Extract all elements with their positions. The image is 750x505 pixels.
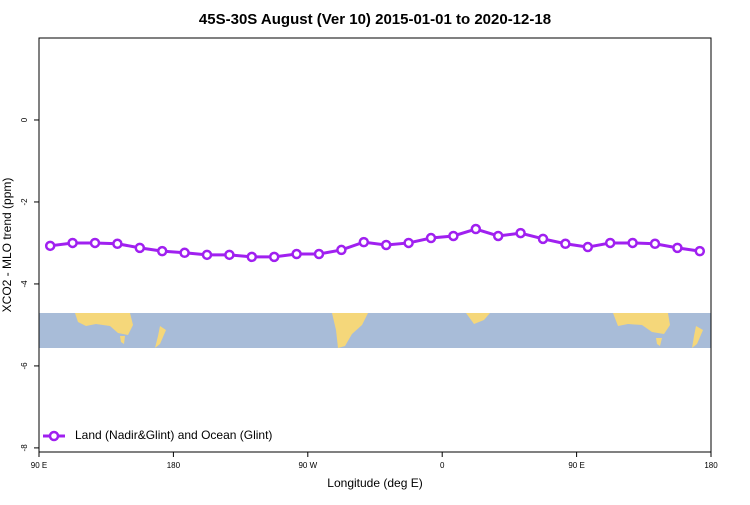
y-tick-label: -6 [20,362,29,370]
data-point [224,249,235,261]
y-axis-label: XCO2 - MLO trend (ppm) [0,178,14,313]
data-point [44,240,56,252]
plot-frame [38,37,712,453]
data-point [313,248,325,260]
data-point [694,245,706,257]
data-point [403,237,414,249]
data-point [515,227,526,239]
data-point [582,241,594,253]
data-point [604,237,616,249]
data-point [672,242,683,254]
data-point [492,230,504,242]
data-point [470,223,482,235]
y-tick-label: -8 [20,444,29,452]
data-point [336,244,347,256]
data-point [627,237,638,249]
data-point [89,237,101,249]
data-point [291,248,302,260]
chart-title: 45S-30S August (Ver 10) 2015-01-01 to 20… [199,11,551,28]
data-point [649,238,661,250]
series-line [50,227,701,259]
data-point [201,249,213,261]
y-tick-label: 0 [20,117,29,122]
data-point [67,237,78,249]
x-tick-label: 90 W [298,461,317,470]
legend-label: Land (Nadir&Glint) and Ocean (Glint) [75,428,272,442]
data-point [134,242,146,254]
data-point [268,251,280,263]
x-axis-label: Longitude (deg E) [327,476,422,490]
x-tick-label: 180 [704,461,718,470]
map-strip [39,313,711,348]
x-tick-label: 90 E [568,461,584,470]
y-tick-label: -2 [20,198,29,206]
y-tick-label: -4 [20,280,29,288]
data-point [560,238,571,250]
data-point [179,247,190,259]
x-tick-label: 90 E [31,461,47,470]
data-point [425,232,437,244]
x-tick-label: 0 [440,461,445,470]
legend-marker [48,430,60,442]
data-point [246,251,258,263]
data-point [112,238,123,250]
data-point [156,245,168,257]
data-point [448,230,459,242]
data-point [380,239,392,251]
data-point [358,236,370,248]
x-tick-label: 180 [167,461,181,470]
data-point [537,233,549,245]
